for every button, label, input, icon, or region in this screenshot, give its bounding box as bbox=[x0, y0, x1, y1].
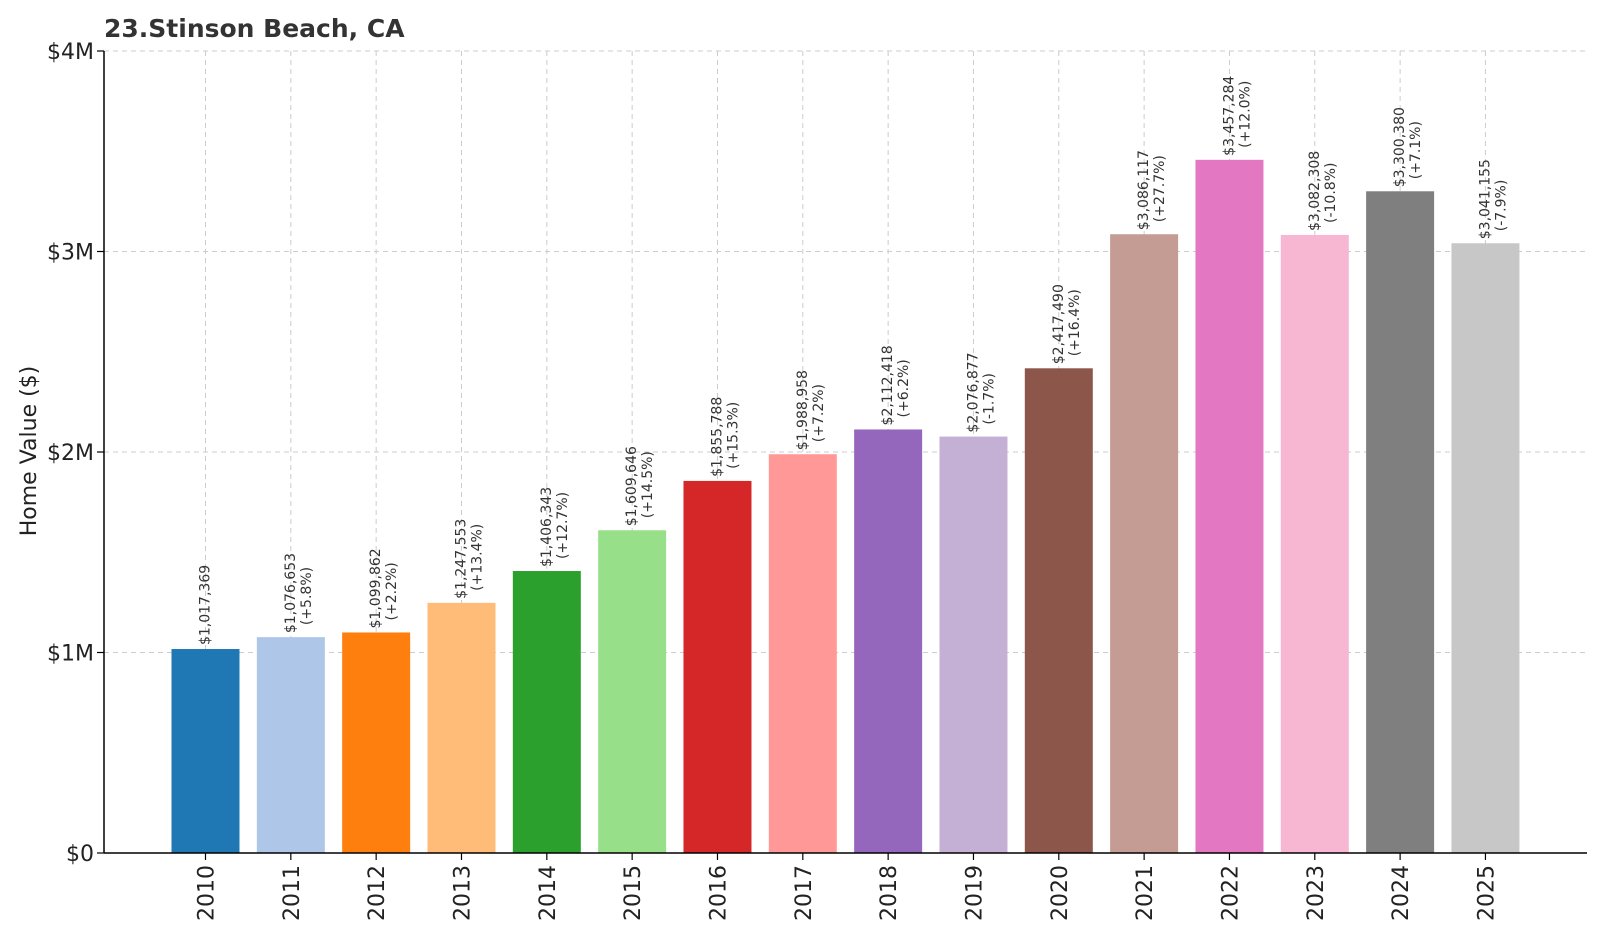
bar-2018 bbox=[854, 429, 923, 853]
bar-change-label: (+15.3%) bbox=[725, 402, 741, 469]
bar-value-label: $1,988,958 bbox=[795, 370, 811, 450]
axes-layer bbox=[97, 50, 1587, 860]
bars-layer bbox=[171, 159, 1520, 854]
x-tick-label: 2020 bbox=[1048, 865, 1073, 921]
bar-change-label: (+7.2%) bbox=[811, 384, 827, 442]
x-tick-label: 2018 bbox=[877, 865, 902, 921]
bar-change-label: (-1.7%) bbox=[981, 373, 997, 425]
bar-change-label: (-10.8%) bbox=[1323, 163, 1339, 223]
bar-2019 bbox=[939, 436, 1008, 853]
bar-change-label: (+14.5%) bbox=[640, 451, 656, 518]
bar-change-label: (+13.4%) bbox=[469, 524, 485, 591]
bar-value-label: $2,112,418 bbox=[880, 345, 896, 425]
bar-change-label: (+12.0%) bbox=[1237, 81, 1253, 148]
bar-value-label: $3,300,380 bbox=[1392, 107, 1408, 187]
bar-value-label: $3,457,284 bbox=[1221, 76, 1237, 156]
bar-2020 bbox=[1024, 368, 1093, 853]
bar-2014 bbox=[512, 571, 581, 853]
bar-2021 bbox=[1110, 234, 1179, 854]
x-tick-label: 2011 bbox=[280, 865, 305, 921]
y-tick-label: $0 bbox=[66, 842, 94, 867]
x-tick-label: 2015 bbox=[621, 865, 646, 921]
bar-change-label: (+5.8%) bbox=[299, 567, 315, 625]
x-tick-label: 2024 bbox=[1389, 865, 1414, 921]
bar-2022 bbox=[1195, 159, 1264, 853]
bar-value-label: $1,099,862 bbox=[368, 548, 384, 628]
x-tick-label: 2017 bbox=[792, 865, 817, 921]
bar-change-label: (+2.2%) bbox=[384, 562, 400, 620]
bar-change-label: (+6.2%) bbox=[896, 359, 912, 417]
x-tick-label: 2010 bbox=[195, 865, 220, 921]
grid-layer bbox=[104, 50, 1587, 853]
x-tick-label: 2013 bbox=[450, 865, 475, 921]
bar-change-label: (+7.1%) bbox=[1408, 121, 1424, 179]
bar-value-label: $1,406,343 bbox=[539, 487, 555, 567]
bar-2012 bbox=[342, 632, 411, 853]
x-tick-label: 2019 bbox=[962, 865, 987, 921]
bar-2016 bbox=[683, 480, 752, 853]
bar-2025 bbox=[1451, 243, 1520, 854]
x-tick-label: 2025 bbox=[1474, 865, 1499, 921]
bar-change-label: (-7.9%) bbox=[1493, 180, 1509, 232]
bar-value-label: $2,076,877 bbox=[965, 352, 981, 432]
bar-value-label: $3,086,117 bbox=[1136, 150, 1152, 230]
bar-change-label: (+12.7%) bbox=[555, 492, 571, 559]
bar-value-label: $1,855,788 bbox=[709, 397, 725, 477]
bar-2024 bbox=[1366, 191, 1435, 853]
x-tick-label: 2021 bbox=[1133, 865, 1158, 921]
x-tick-label: 2023 bbox=[1304, 865, 1329, 921]
bar-2011 bbox=[256, 637, 325, 853]
x-tick-label: 2022 bbox=[1218, 865, 1243, 921]
x-tick-label: 2014 bbox=[536, 865, 561, 921]
bar-change-label: (+16.4%) bbox=[1067, 289, 1083, 356]
bar-2023 bbox=[1280, 234, 1349, 853]
bar-2015 bbox=[598, 530, 667, 853]
chart-title: 23.Stinson Beach, CA bbox=[104, 14, 405, 43]
bar-value-label: $1,017,369 bbox=[198, 565, 214, 645]
bar-2013 bbox=[427, 602, 496, 853]
bar-2010 bbox=[171, 649, 240, 853]
bar-value-label: $3,082,308 bbox=[1307, 151, 1323, 231]
y-tick-label: $4M bbox=[47, 40, 94, 65]
y-tick-label: $3M bbox=[47, 241, 94, 266]
bar-value-label: $1,247,553 bbox=[453, 519, 469, 599]
labels-layer: $0 $1M $2M $3M $4M 2010 $1,017,369 2011 $1,076,6… bbox=[47, 40, 1509, 921]
bar-value-label: $3,041,155 bbox=[1477, 159, 1493, 239]
bar-2017 bbox=[768, 454, 837, 853]
bar-value-label: $1,076,653 bbox=[283, 553, 299, 633]
y-tick-label: $1M bbox=[47, 642, 94, 667]
bar-change-label: (+27.7%) bbox=[1152, 155, 1168, 222]
y-tick-label: $2M bbox=[47, 441, 94, 466]
y-axis-title: Home Value ($) bbox=[17, 366, 42, 537]
bar-value-label: $2,417,490 bbox=[1051, 284, 1067, 364]
bar-value-label: $1,609,646 bbox=[624, 446, 640, 526]
x-tick-label: 2012 bbox=[365, 865, 390, 921]
x-tick-label: 2016 bbox=[706, 865, 731, 921]
